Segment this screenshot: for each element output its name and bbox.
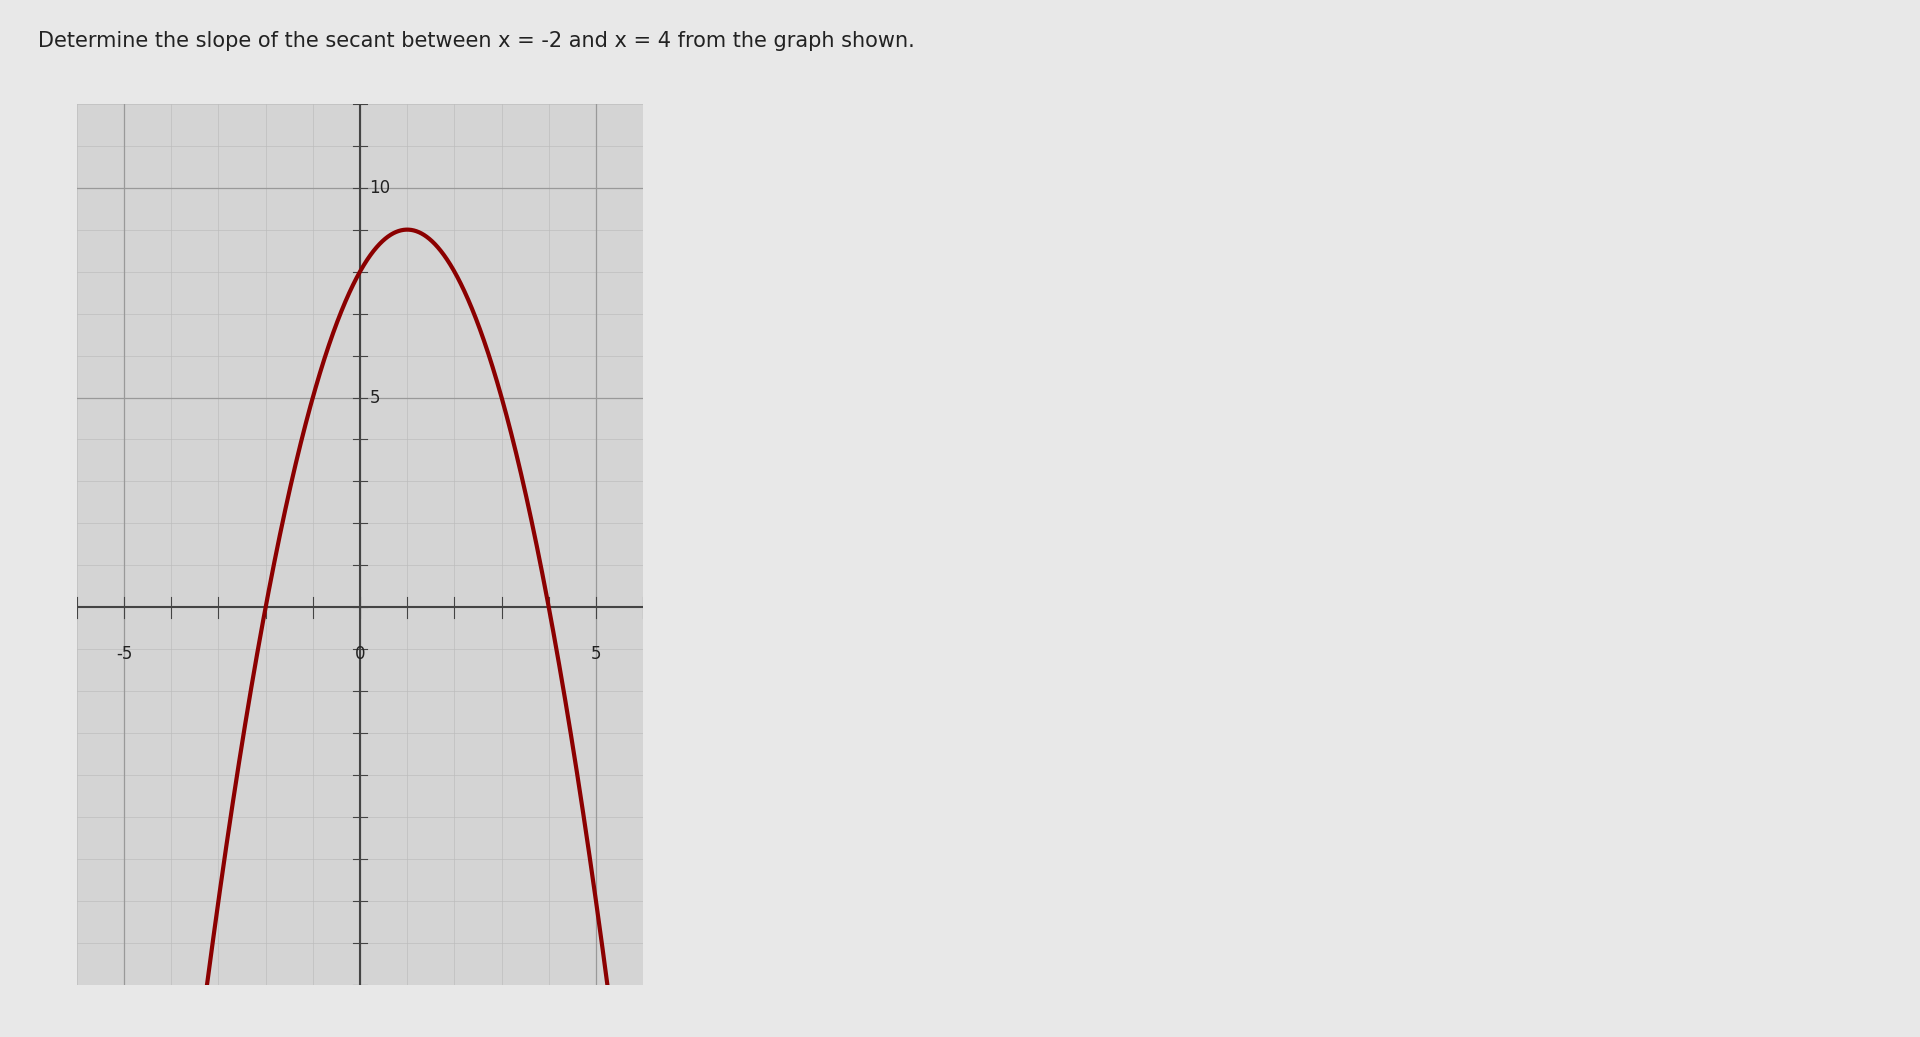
Text: -5: -5 [115,645,132,664]
Text: 5: 5 [369,389,380,407]
Text: 5: 5 [591,645,601,664]
Text: Determine the slope of the secant between x = -2 and x = 4 from the graph shown.: Determine the slope of the secant betwee… [38,31,916,51]
Text: 10: 10 [369,178,390,197]
Text: 0: 0 [355,645,365,664]
